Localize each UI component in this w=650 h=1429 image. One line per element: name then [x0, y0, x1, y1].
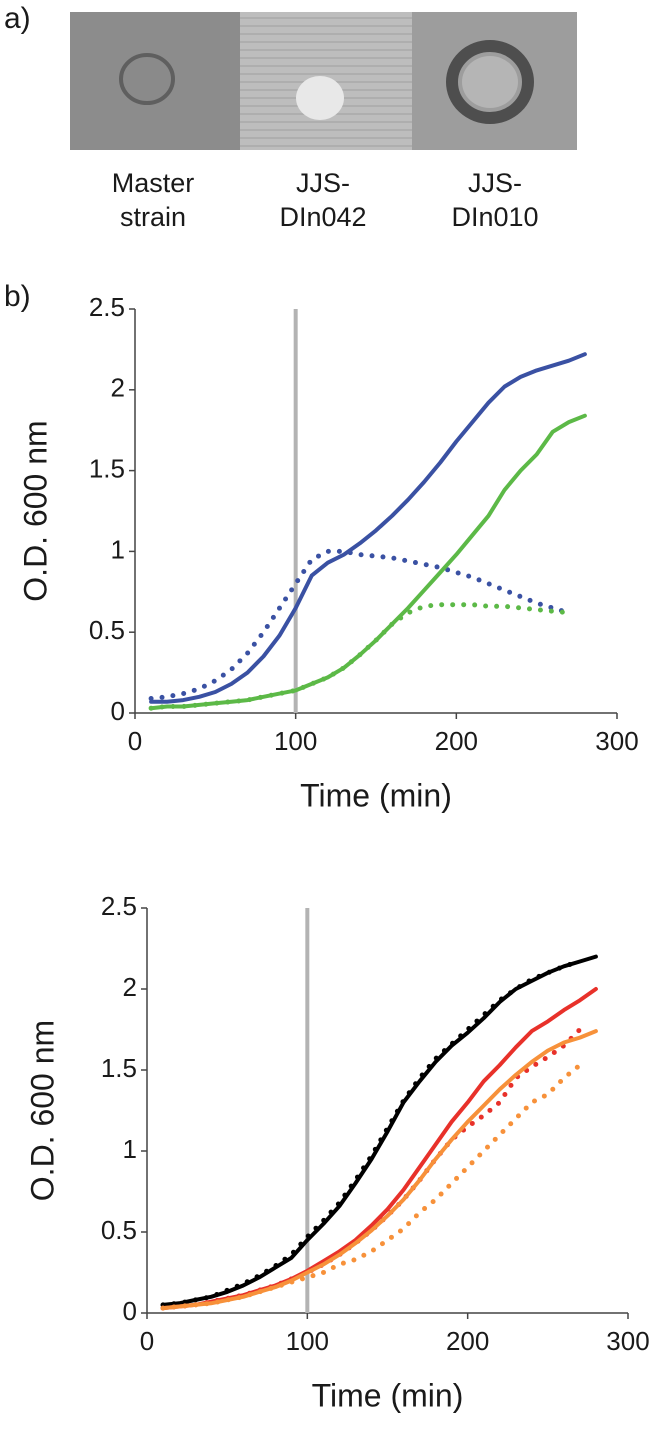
y-axis-title: O.D. 600 nm [17, 420, 53, 601]
y-tick-label: 1 [123, 1134, 137, 1164]
strain-label: JJS- [468, 168, 522, 198]
x-tick-label: 0 [128, 726, 142, 756]
colony [296, 76, 344, 120]
y-tick-label: 1.5 [101, 1053, 137, 1083]
y-tick-label: 1.5 [89, 453, 125, 483]
y-tick-label: 2.5 [89, 292, 125, 322]
x-tick-label: 200 [446, 1326, 489, 1356]
y-tick-label: 2.5 [101, 891, 137, 921]
dotted-series [148, 602, 572, 711]
dotted-series [160, 1062, 583, 1311]
x-axis-title: Time (min) [312, 1377, 464, 1413]
y-tick-label: 1 [111, 534, 125, 564]
plate-images [70, 12, 577, 150]
y-tick-label: 0.5 [101, 1215, 137, 1245]
strain-label: DIn042 [279, 202, 366, 232]
strain-label: strain [120, 202, 186, 232]
panel-label: b) [4, 280, 31, 313]
series-line [161, 954, 598, 1307]
x-tick-label: 200 [435, 726, 478, 756]
y-tick-label: 2 [111, 373, 125, 403]
strain-label: DIn010 [451, 202, 538, 232]
series-line [149, 352, 587, 704]
series-line [149, 413, 587, 711]
x-tick-label: 300 [606, 1326, 649, 1356]
x-tick-label: 0 [140, 1326, 154, 1356]
series-line [161, 1029, 598, 1311]
x-tick-label: 300 [595, 726, 638, 756]
dotted-series [160, 1027, 583, 1311]
x-axis-title: Time (min) [300, 777, 452, 813]
dotted-series [160, 959, 583, 1308]
strain-label: JJS- [296, 168, 350, 198]
dotted-series [148, 548, 572, 701]
strain-label: Master [112, 168, 195, 198]
halo [446, 40, 534, 124]
y-tick-label: 0 [123, 1296, 137, 1326]
y-tick-label: 2 [123, 972, 137, 1002]
panel-label: a) [4, 2, 31, 35]
x-tick-label: 100 [274, 726, 317, 756]
colony [462, 56, 518, 108]
y-tick-label: 0.5 [89, 615, 125, 645]
halo [119, 53, 175, 105]
y-axis-title: O.D. 600 nm [24, 1020, 60, 1201]
y-tick-label: 0 [111, 696, 125, 726]
x-tick-label: 100 [286, 1326, 329, 1356]
